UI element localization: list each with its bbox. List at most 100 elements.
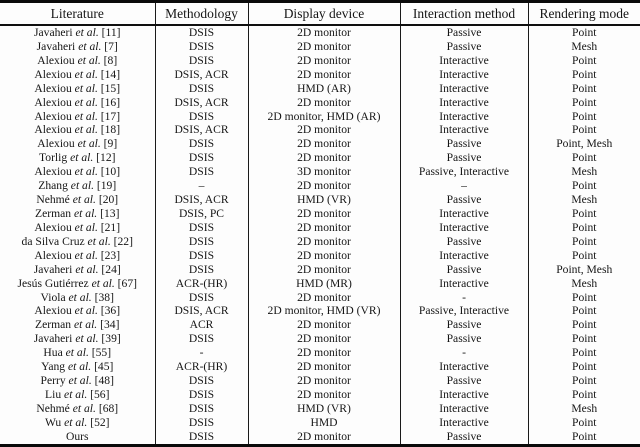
rendering-cell: Point [527, 346, 640, 361]
et-al-label: et al. [75, 332, 99, 346]
author-name: Perry [40, 374, 66, 388]
table-row: Zerman et al. [13] DSIS, PC 2D monitor Inte… [0, 206, 640, 221]
methodology-cell: DSIS, ACR [154, 123, 248, 138]
rendering-cell: Point [527, 234, 640, 249]
rendering-cell: Point [527, 290, 640, 305]
column-header-interaction-method: Interaction method [399, 1, 528, 26]
display-cell: 2D monitor [247, 123, 400, 138]
citation-ref: [56] [90, 387, 110, 401]
table-row: Alexiou et al. [17] DSIS 2D monitor, HMD (… [0, 109, 640, 124]
citation-ref: [18] [100, 123, 121, 137]
interaction-cell: Interactive [399, 387, 528, 402]
et-al-label: et al. [67, 360, 92, 374]
citation-ref: [21] [100, 220, 121, 234]
author-name: Alexiou [34, 165, 72, 179]
interaction-cell: Passive [399, 332, 528, 347]
author-name: Liu [45, 387, 62, 401]
author-name: Viola [40, 290, 66, 304]
methodology-cell: ACR-(HR) [154, 276, 248, 291]
et-al-label: et al. [77, 137, 101, 151]
literature-cell: Alexiou et al. [18] [0, 123, 155, 137]
et-al-label: et al. [87, 234, 111, 248]
rendering-cell: Mesh [527, 165, 640, 180]
rendering-cell: Mesh [527, 401, 640, 416]
rendering-cell: Point [527, 81, 640, 96]
rendering-cell: Point [527, 220, 640, 235]
interaction-cell: Interactive [399, 123, 528, 138]
table-row: Perry et al. [48] DSIS 2D monitor Passive Po… [0, 374, 640, 388]
methodology-cell: DSIS, PC [154, 206, 248, 221]
literature-cell: Nehmé et al. [20] [0, 193, 155, 207]
table-row: Hua et al. [55] -2D monitor - Point [0, 346, 640, 361]
table-header: Literature Methodology Display device In… [0, 1, 640, 26]
table-row: Alexiou et al. [8] DSIS 2D monitor Interact… [0, 53, 640, 68]
rendering-cell: Point [527, 415, 640, 430]
rendering-cell: Point [527, 25, 640, 40]
author-name: Zerman [35, 318, 72, 332]
literature-cell: da Silva Cruz et al. [22] [0, 235, 155, 249]
methodology-cell: DSIS [154, 165, 248, 180]
rendering-cell: Point [527, 304, 640, 319]
rendering-cell: Mesh [527, 276, 640, 291]
rendering-cell: Point [527, 53, 640, 68]
literature-cell: Javaheri et al. [39] [0, 332, 155, 346]
citation-ref: [14] [100, 67, 121, 81]
et-al-label: et al. [91, 276, 115, 290]
author-name: Alexiou [34, 304, 72, 318]
methodology-cell: DSIS [154, 429, 248, 446]
header-row: Literature Methodology Display device In… [0, 1, 640, 26]
methodology-cell: – [154, 179, 248, 194]
author-name: Ours [65, 429, 89, 443]
literature-cell: Alexiou et al. [15] [0, 82, 155, 96]
citation-ref: [13] [100, 206, 120, 220]
interaction-cell: Interactive [399, 53, 528, 68]
methodology-cell: DSIS, ACR [154, 67, 248, 82]
literature-cell: Alexiou et al. [17] [0, 110, 155, 124]
methodology-cell: DSIS, ACR [154, 304, 248, 319]
interaction-cell: Passive [399, 318, 528, 333]
et-al-label: et al. [70, 151, 94, 165]
author-name: Jesús Gutiérrez [17, 276, 89, 290]
et-al-label: et al. [70, 179, 94, 193]
display-cell: 2D monitor [247, 262, 400, 277]
interaction-cell: Interactive [399, 415, 528, 430]
display-cell: 2D monitor [247, 95, 400, 110]
display-cell: 2D monitor [247, 179, 400, 194]
et-al-label: et al. [65, 346, 89, 360]
methodology-cell: DSIS [154, 401, 248, 416]
display-cell: 2D monitor [247, 290, 400, 305]
methodology-cell: DSIS [154, 220, 248, 235]
methodology-cell: DSIS [154, 415, 248, 430]
table-row: Jesús Gutiérrez et al. [67] ACR-(HR) HMD (… [0, 276, 640, 291]
citation-ref: [24] [101, 262, 121, 276]
literature-cell: Alexiou et al. [14] [0, 68, 155, 82]
methodology-cell: DSIS [154, 290, 248, 305]
display-cell: 2D monitor [247, 374, 400, 388]
table-row: Nehmé et al. [20] DSIS, ACR HMD (VR) Passiv… [0, 193, 640, 207]
et-al-label: et al. [74, 95, 98, 109]
methodology-cell: DSIS, ACR [154, 95, 248, 110]
rendering-cell: Point [527, 318, 640, 333]
citation-ref: [11] [101, 26, 121, 39]
et-al-label: et al. [64, 387, 88, 401]
display-cell: HMD [247, 415, 400, 430]
interaction-cell: Interactive [399, 206, 528, 221]
et-al-label: et al. [64, 415, 88, 429]
display-cell: 2D monitor [247, 429, 400, 446]
rendering-cell: Point [527, 374, 640, 388]
table-row: Nehmé et al. [68] DSIS HMD (VR) Interactive… [0, 401, 640, 416]
citation-ref: [17] [100, 109, 121, 123]
rendering-cell: Point [527, 67, 640, 82]
display-cell: 2D monitor, HMD (AR) [247, 109, 400, 124]
literature-cell: Perry et al. [48] [0, 374, 155, 388]
author-name: Alexiou [34, 67, 72, 81]
table-row: Viola et al. [38] DSIS 2D monitor - Point [0, 290, 640, 305]
author-name: Zerman [35, 206, 72, 220]
literature-cell: Yang et al. [45] [0, 360, 155, 374]
methodology-cell: DSIS [154, 81, 248, 96]
interaction-cell: Interactive [399, 81, 528, 96]
literature-cell: Viola et al. [38] [0, 291, 155, 305]
citation-ref: [8] [103, 53, 118, 67]
citation-ref: [55] [91, 346, 112, 360]
